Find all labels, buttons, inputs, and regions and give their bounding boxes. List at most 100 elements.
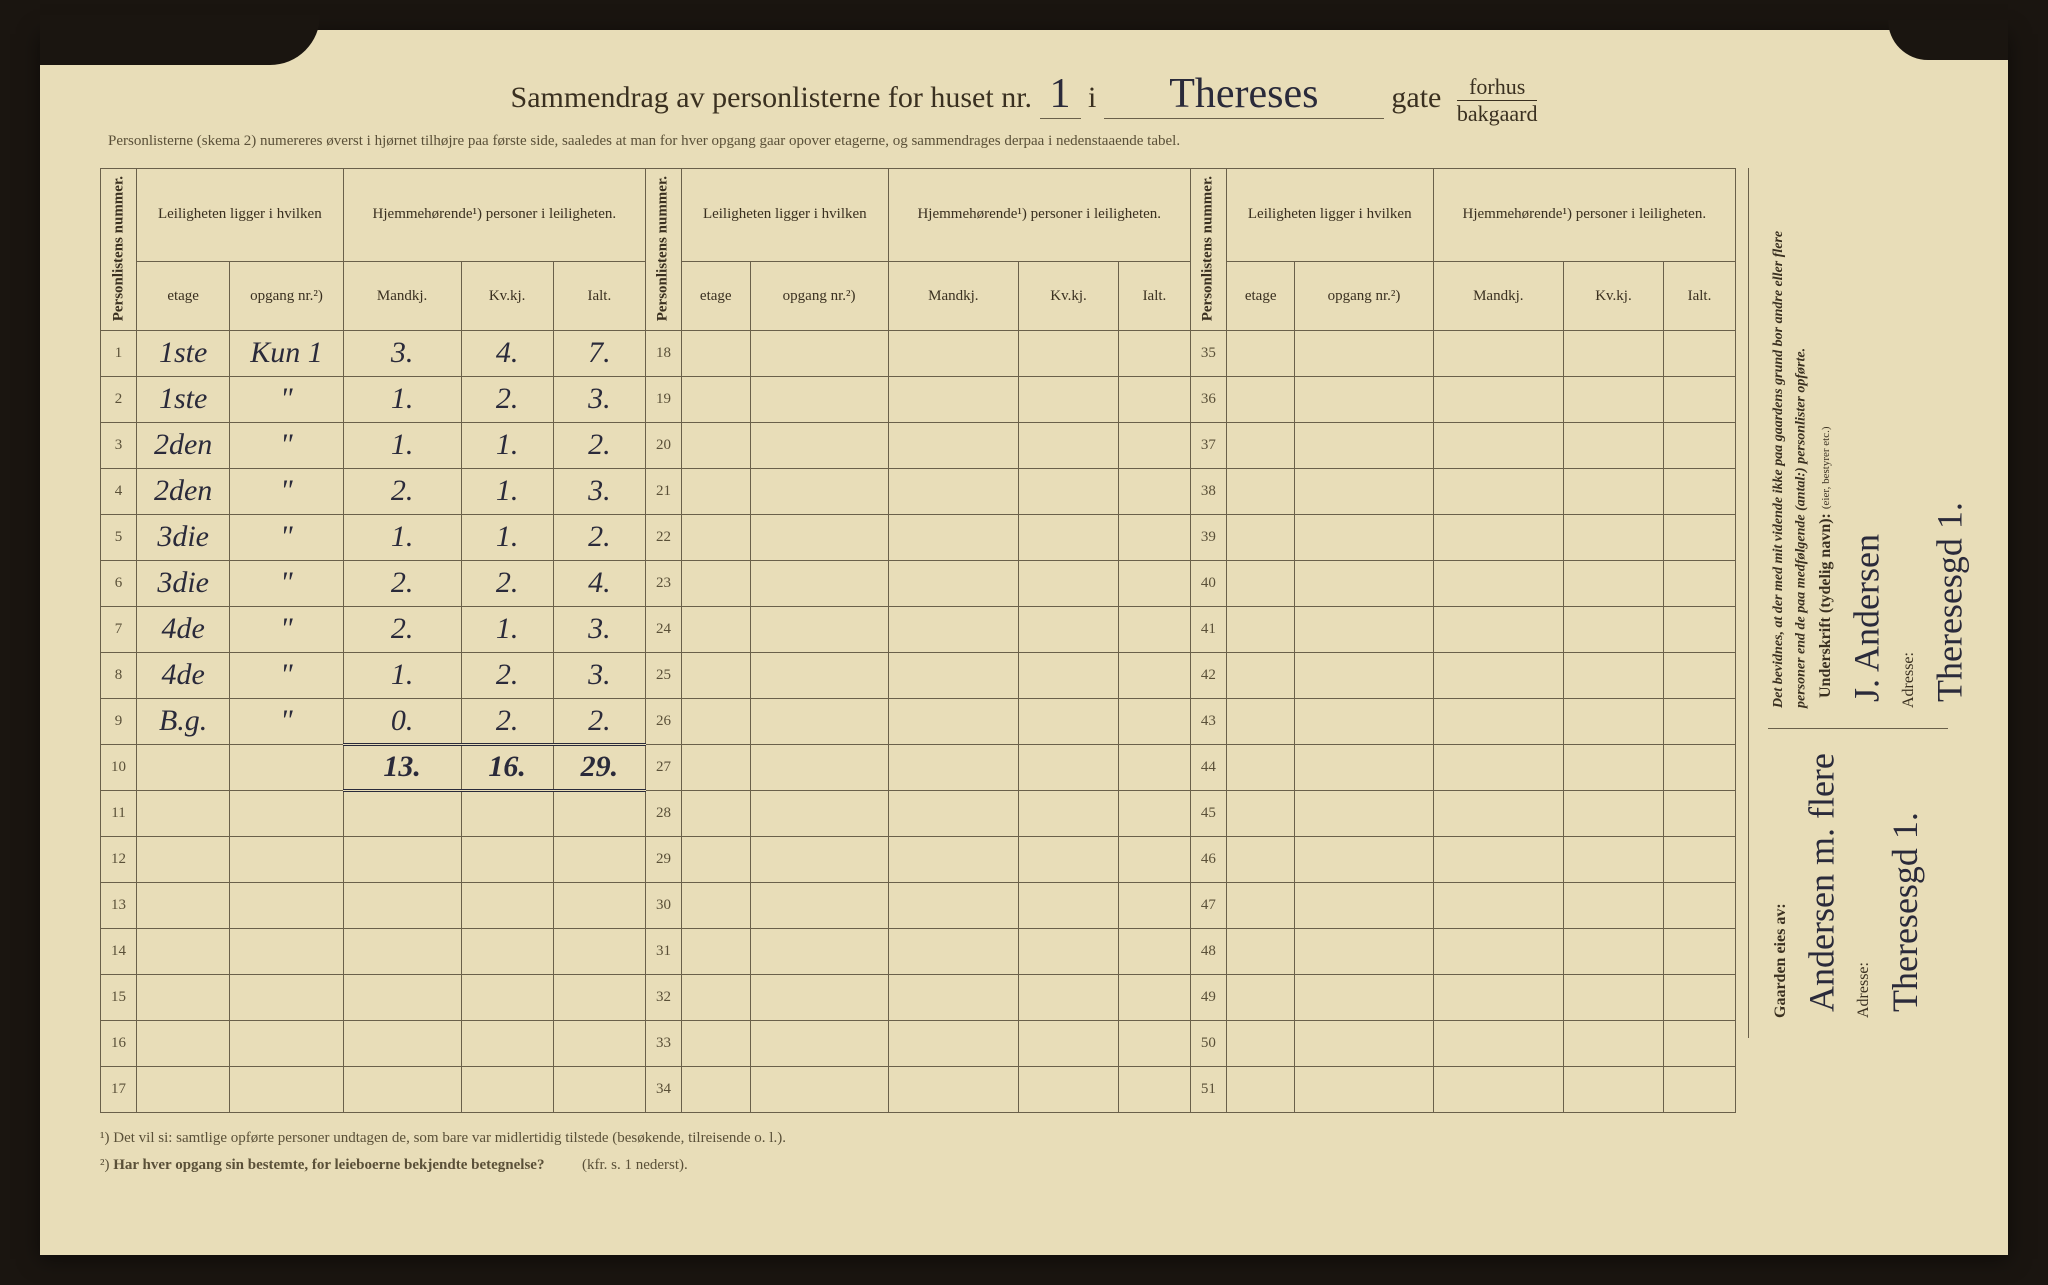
census-form-paper: Sammendrag av personlisterne for huset n… [40, 30, 2008, 1255]
census-table-wrap: Personlistens nummer. Leiligheten ligger… [100, 168, 1736, 1179]
col-personlistens: Personlistens nummer. [1190, 168, 1226, 330]
cell [1663, 422, 1735, 468]
cell [1564, 514, 1664, 560]
cell [1295, 560, 1433, 606]
cell [1019, 652, 1119, 698]
cell [1663, 698, 1735, 744]
cell: 47 [1190, 882, 1226, 928]
cell [681, 1020, 750, 1066]
cell [750, 330, 888, 376]
cell [553, 836, 645, 882]
cell [750, 560, 888, 606]
cell [1295, 974, 1433, 1020]
col-leilighet: Leiligheten ligger i hvilken [137, 168, 344, 262]
cell: 1. [343, 376, 461, 422]
cell [1663, 652, 1735, 698]
cell [1433, 514, 1563, 560]
table-row: 133047 [101, 882, 1736, 928]
cell [230, 744, 343, 790]
sig-address: Theresesgd 1. [1922, 194, 1980, 702]
cell: 18 [645, 330, 681, 376]
cell [681, 560, 750, 606]
cell [1019, 468, 1119, 514]
cell [1019, 928, 1119, 974]
cell [1118, 468, 1190, 514]
table-body: 11steKun 13.4.7.183521ste"1.2.3.193632de… [101, 330, 1736, 1112]
cell [1564, 928, 1664, 974]
cell [1663, 560, 1735, 606]
cell: 45 [1190, 790, 1226, 836]
cell: Kun 1 [230, 330, 343, 376]
cell: 3. [553, 652, 645, 698]
cell [1226, 790, 1295, 836]
cell: 17 [101, 1066, 137, 1112]
cell: 21 [645, 468, 681, 514]
cell: 43 [1190, 698, 1226, 744]
cell [1226, 514, 1295, 560]
cell [1019, 376, 1119, 422]
cell [681, 974, 750, 1020]
cell [750, 974, 888, 1020]
table-header: Personlistens nummer. Leiligheten ligger… [101, 168, 1736, 330]
col-personlistens: Personlistens nummer. [101, 168, 137, 330]
cell [1226, 836, 1295, 882]
cell [553, 974, 645, 1020]
cell [1663, 468, 1735, 514]
cell [1663, 836, 1735, 882]
cell [1019, 422, 1119, 468]
cell: 2den [137, 468, 230, 514]
cell [750, 1066, 888, 1112]
cell [888, 468, 1018, 514]
cell [1226, 652, 1295, 698]
cell: 1. [461, 422, 553, 468]
cell [1226, 330, 1295, 376]
owner-block: Gaarden eies av: Andersen m. flere Adres… [1768, 738, 1938, 1018]
cell [1019, 882, 1119, 928]
cell: 1. [343, 422, 461, 468]
cell: 40 [1190, 560, 1226, 606]
cell [1295, 606, 1433, 652]
cell: 41 [1190, 606, 1226, 652]
cell [230, 1066, 343, 1112]
cell [750, 606, 888, 652]
cell [1019, 790, 1119, 836]
cell: 20 [645, 422, 681, 468]
cell: 34 [645, 1066, 681, 1112]
cell [1118, 1020, 1190, 1066]
cell [888, 560, 1018, 606]
cell [1019, 744, 1119, 790]
cell: 30 [645, 882, 681, 928]
cell [1663, 928, 1735, 974]
cell [461, 790, 553, 836]
cell: 39 [1190, 514, 1226, 560]
cell [1019, 1020, 1119, 1066]
cell [1564, 744, 1664, 790]
side-divider [1768, 728, 1948, 729]
cell [230, 1020, 343, 1066]
cell: 25 [645, 652, 681, 698]
cell [553, 1066, 645, 1112]
cell [1663, 1020, 1735, 1066]
cell: " [230, 422, 343, 468]
table-row: 63die"2.2.4.2340 [101, 560, 1736, 606]
cell [888, 836, 1018, 882]
street-name: Thereses [1104, 70, 1384, 119]
cell [1663, 974, 1735, 1020]
cell: 1ste [137, 376, 230, 422]
cell: 4de [137, 606, 230, 652]
cell [1226, 1020, 1295, 1066]
cell: 3. [343, 330, 461, 376]
cell: 6 [101, 560, 137, 606]
cell: 2. [461, 652, 553, 698]
col-opgang: opgang nr.²) [230, 262, 343, 331]
cell [553, 928, 645, 974]
forhus-label: forhus [1457, 76, 1538, 101]
cell [1564, 468, 1664, 514]
cell [553, 1020, 645, 1066]
col-mandkj: Mandkj. [888, 262, 1018, 331]
cell [1295, 514, 1433, 560]
cell [1564, 330, 1664, 376]
cell [230, 790, 343, 836]
cell [137, 928, 230, 974]
cell [681, 376, 750, 422]
